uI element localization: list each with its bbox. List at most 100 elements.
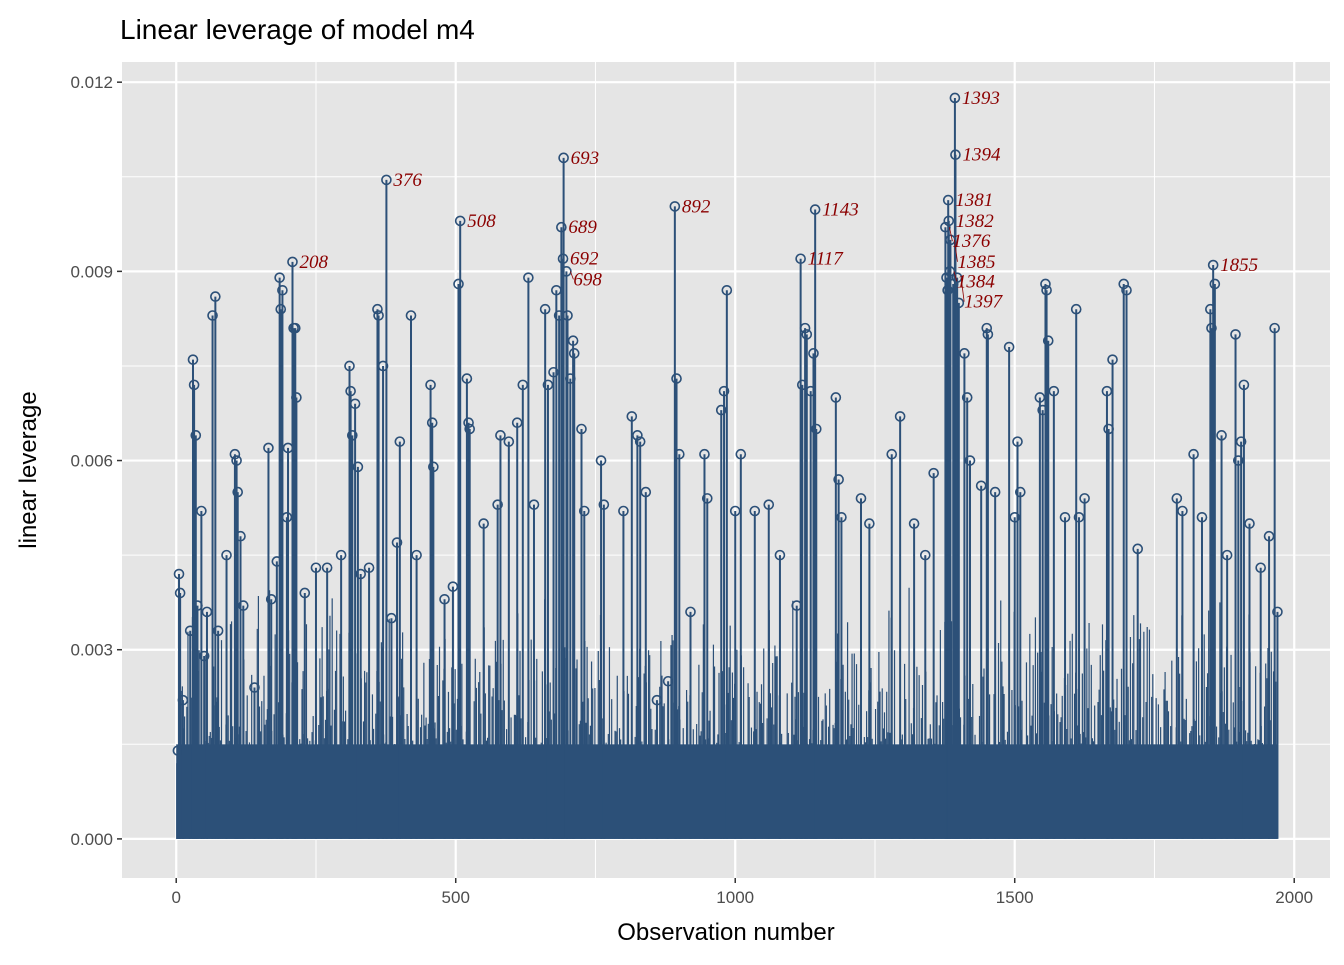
point-marker [1079,493,1090,504]
point-marker [718,385,730,397]
point-marker [1272,606,1283,618]
point-label: 1143 [822,200,859,221]
point-label: 508 [467,211,496,232]
point-marker [598,499,610,510]
point-marker [809,204,821,215]
point-label: 1117 [808,249,845,270]
point-marker [372,303,383,315]
point-marker [886,448,898,460]
axes: 0 500 1000 1500 2000 0.000 0.003 0.006 0.009 0.01… [70,73,1313,907]
point-marker [1118,278,1130,290]
point-marker [894,411,906,422]
point-marker [1034,392,1046,403]
point-marker [1073,511,1085,523]
x-tick-label: 500 [442,888,470,907]
point-marker [833,474,844,485]
y-tick-label: 0.000 [70,830,113,849]
point-marker [626,411,638,422]
point-marker [634,436,646,447]
point-marker [1244,518,1255,529]
point-marker [1012,436,1023,447]
y-tick-label: 0.006 [70,452,113,471]
point-marker [335,549,347,561]
point-marker [1132,543,1144,555]
point-marker [982,329,994,340]
point-marker [763,499,775,510]
point-marker [299,587,311,599]
point-marker [196,505,207,517]
point-marker [454,215,466,227]
point-marker [567,335,579,347]
point-marker [1263,530,1275,542]
point-marker [411,549,422,561]
point-marker [556,221,567,233]
point-marker [836,511,847,523]
point-label: 1393 [962,88,1000,109]
point-marker [1216,430,1227,441]
point-marker [1048,385,1060,397]
label-leader-line [949,227,953,242]
point-marker [1269,322,1280,334]
point-label: 692 [570,249,599,270]
point-marker [558,152,569,164]
point-marker [528,499,540,510]
point-marker [942,194,954,206]
point-marker [275,303,287,315]
point-marker [651,694,663,706]
point-marker [1209,278,1221,290]
point-marker [177,694,189,706]
point-marker [321,562,333,574]
point-marker [662,675,674,687]
point-marker [1015,486,1026,498]
point-label: 1397 [964,292,1004,313]
point-marker [1221,549,1233,561]
point-marker [1003,341,1015,353]
point-marker [975,480,987,492]
point-marker [363,562,375,574]
point-marker [235,530,246,542]
point-marker [281,511,293,523]
point-marker [943,215,955,227]
point-marker [221,549,232,561]
point-marker [373,310,384,321]
y-tick-label: 0.012 [70,73,113,92]
point-marker [391,537,403,548]
point-marker [632,430,643,441]
point-marker [1101,385,1113,397]
point-marker [463,417,474,429]
point-marker [405,310,417,321]
point-marker [810,423,822,435]
point-marker [381,174,392,186]
point-marker [568,348,580,359]
point-marker [928,467,939,479]
point-marker [950,149,961,160]
point-label: 1385 [957,252,995,273]
point-marker [1177,505,1188,517]
point-label: 693 [571,148,600,169]
point-marker [173,568,185,580]
x-axis-title: Observation number [617,919,834,946]
x-tick-label: 2000 [1275,888,1313,907]
point-marker [210,291,221,302]
point-marker [428,461,439,473]
point-marker [274,272,285,283]
x-tick-label: 0 [171,888,180,907]
point-marker [1235,436,1247,447]
point-marker [207,310,218,321]
point-marker [1255,562,1266,574]
point-marker [263,442,274,454]
point-marker [671,373,682,384]
point-marker [1041,284,1052,296]
point-marker [394,436,406,447]
point-marker [461,373,473,384]
point-marker [453,278,464,290]
point-marker [511,417,523,429]
point-marker [174,587,186,599]
point-marker [1238,379,1250,391]
point-label: 208 [299,252,328,273]
point-label: 1381 [955,190,993,211]
point-marker [464,423,475,435]
point-marker [201,606,213,618]
point-marker [249,682,260,693]
